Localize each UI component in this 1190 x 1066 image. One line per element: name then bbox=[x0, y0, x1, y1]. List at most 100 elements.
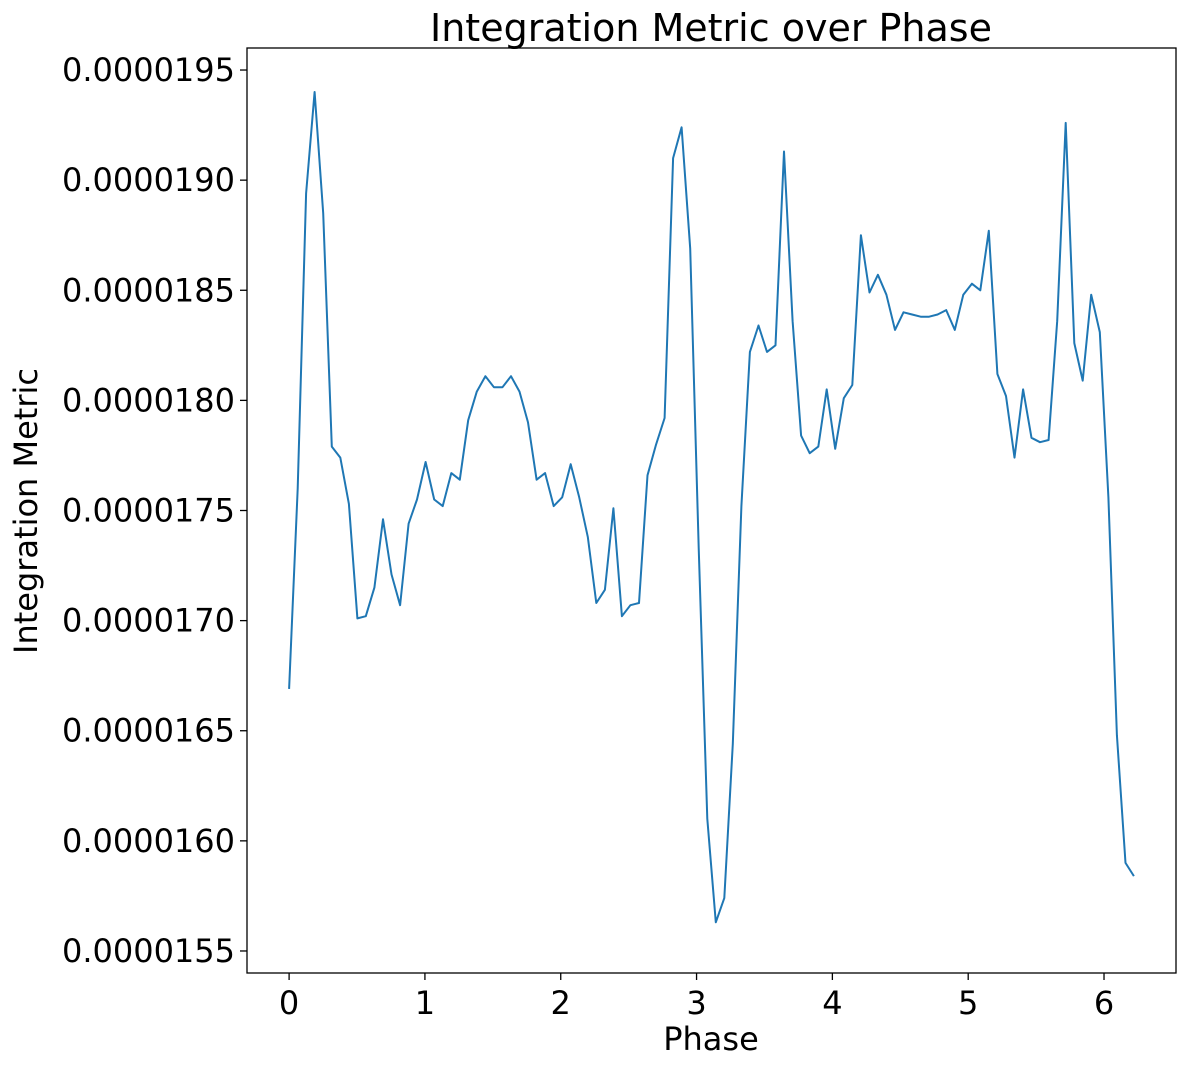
x-tick-label: 0 bbox=[279, 984, 299, 1022]
data-point bbox=[1048, 439, 1050, 441]
data-point bbox=[911, 314, 913, 316]
y-tick-label: 0.0000170 bbox=[62, 602, 235, 640]
data-point bbox=[681, 126, 683, 128]
x-tick-label: 4 bbox=[822, 984, 842, 1022]
data-point bbox=[561, 496, 563, 498]
data-point bbox=[544, 472, 546, 474]
data-point bbox=[519, 391, 521, 393]
data-point bbox=[587, 536, 589, 538]
data-point bbox=[322, 212, 324, 214]
data-point bbox=[1065, 122, 1067, 124]
data-point bbox=[1090, 294, 1092, 296]
y-tick-label: 0.0000165 bbox=[62, 712, 235, 750]
data-point bbox=[1116, 734, 1118, 736]
data-point bbox=[834, 448, 836, 450]
data-point bbox=[442, 505, 444, 507]
data-point bbox=[305, 192, 307, 194]
data-point bbox=[570, 463, 572, 465]
y-tick-label: 0.0000180 bbox=[62, 381, 235, 419]
data-point bbox=[331, 446, 333, 448]
data-point bbox=[399, 604, 401, 606]
y-tick-label: 0.0000195 bbox=[62, 51, 235, 89]
data-point bbox=[502, 386, 504, 388]
data-point bbox=[749, 351, 751, 353]
data-point bbox=[885, 294, 887, 296]
data-point bbox=[962, 294, 964, 296]
y-tick-label: 0.0000185 bbox=[62, 271, 235, 309]
data-point bbox=[527, 421, 529, 423]
y-axis-title: Integration Metric bbox=[7, 368, 45, 654]
data-point bbox=[629, 604, 631, 606]
data-point bbox=[954, 329, 956, 331]
data-point bbox=[373, 587, 375, 589]
x-tick-label: 1 bbox=[415, 984, 435, 1022]
data-point bbox=[664, 417, 666, 419]
data-point bbox=[809, 452, 811, 454]
data-point bbox=[1031, 437, 1033, 439]
data-point bbox=[476, 391, 478, 393]
data-point bbox=[715, 921, 717, 923]
data-point bbox=[1022, 388, 1024, 390]
chart-title: Integration Metric over Phase bbox=[430, 6, 992, 50]
data-point bbox=[851, 384, 853, 386]
y-tick-label: 0.0000155 bbox=[62, 932, 235, 970]
data-point bbox=[647, 474, 649, 476]
data-point bbox=[1073, 342, 1075, 344]
data-point bbox=[775, 344, 777, 346]
data-point bbox=[365, 615, 367, 617]
y-tick-label: 0.0000190 bbox=[62, 161, 235, 199]
data-point bbox=[382, 518, 384, 520]
data-point bbox=[297, 488, 299, 490]
data-point bbox=[408, 523, 410, 525]
x-tick-label: 6 bbox=[1094, 984, 1114, 1022]
data-point bbox=[425, 461, 427, 463]
data-point bbox=[1056, 320, 1058, 322]
data-point bbox=[612, 507, 614, 509]
data-point bbox=[493, 386, 495, 388]
x-tick-label: 3 bbox=[686, 984, 706, 1022]
data-point bbox=[339, 457, 341, 459]
data-point bbox=[578, 496, 580, 498]
data-point bbox=[1107, 496, 1109, 498]
data-point bbox=[817, 446, 819, 448]
data-point bbox=[971, 283, 973, 285]
data-point bbox=[698, 547, 700, 549]
data-point bbox=[416, 499, 418, 501]
data-point bbox=[783, 151, 785, 153]
data-point bbox=[314, 91, 316, 93]
plot-frame bbox=[246, 47, 1177, 974]
y-axis-ticks: 0.0000155 0.0000160 0.0000165 0.0000170 0.00… bbox=[62, 51, 247, 970]
data-point bbox=[877, 274, 879, 276]
plot-area bbox=[288, 91, 1135, 924]
data-point bbox=[792, 320, 794, 322]
data-point bbox=[553, 505, 555, 507]
data-point bbox=[467, 419, 469, 421]
data-point bbox=[1099, 331, 1101, 333]
data-point bbox=[979, 289, 981, 291]
data-point bbox=[766, 351, 768, 353]
data-point bbox=[391, 573, 393, 575]
data-point bbox=[860, 234, 862, 236]
data-point bbox=[1005, 395, 1007, 397]
data-point bbox=[288, 688, 290, 690]
data-point bbox=[595, 602, 597, 604]
data-point bbox=[433, 499, 435, 501]
series-line bbox=[288, 91, 1135, 924]
data-point bbox=[800, 435, 802, 437]
data-point bbox=[706, 818, 708, 820]
data-point bbox=[869, 292, 871, 294]
data-point bbox=[356, 617, 358, 619]
data-point bbox=[1014, 457, 1016, 459]
data-point bbox=[536, 479, 538, 481]
data-point bbox=[758, 325, 760, 327]
data-point bbox=[945, 309, 947, 311]
data-point bbox=[484, 375, 486, 377]
data-point bbox=[928, 316, 930, 318]
data-point bbox=[689, 247, 691, 249]
data-point bbox=[1133, 875, 1135, 877]
data-point bbox=[459, 479, 461, 481]
data-point bbox=[826, 388, 828, 390]
x-tick-label: 5 bbox=[958, 984, 978, 1022]
